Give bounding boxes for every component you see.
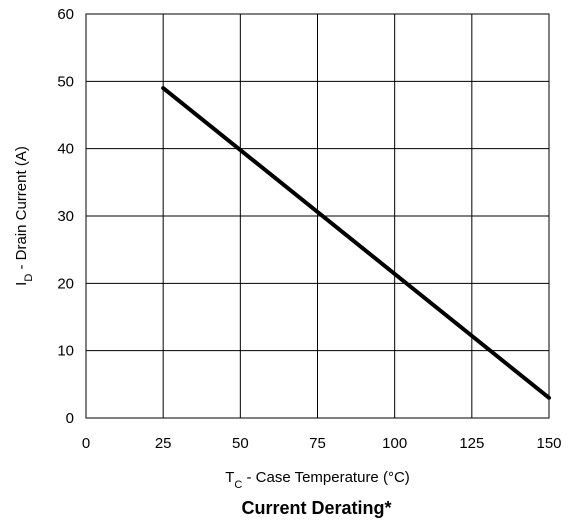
chart-title: Current Derating* <box>241 498 391 518</box>
x-tick-label: 100 <box>382 435 407 452</box>
y-tick-label: 10 <box>57 343 74 360</box>
x-tick-label: 25 <box>155 435 172 452</box>
x-tick-label: 50 <box>232 435 249 452</box>
y-tick-labels: 0 10 20 30 40 50 60 <box>57 6 74 427</box>
grid <box>86 14 549 418</box>
y-tick-label: 0 <box>66 410 74 427</box>
x-tick-label: 75 <box>309 435 326 452</box>
series-line-0 <box>161 86 551 400</box>
x-tick-label: 125 <box>459 435 484 452</box>
y-tick-label: 40 <box>57 141 74 158</box>
y-tick-label: 50 <box>57 73 74 90</box>
x-axis-label: TC - Case Temperature (°C) <box>225 469 410 491</box>
y-axis-label: ID - Drain Current (A) <box>13 146 35 286</box>
x-tick-label: 150 <box>536 435 561 452</box>
series-group <box>161 86 551 400</box>
x-tick-labels: 0 25 50 75 100 125 150 <box>82 435 562 452</box>
plot-frame <box>85 13 550 419</box>
x-tick-label: 0 <box>82 435 90 452</box>
y-tick-label: 60 <box>57 6 74 23</box>
y-tick-label: 20 <box>57 275 74 292</box>
y-tick-label: 30 <box>57 208 74 225</box>
